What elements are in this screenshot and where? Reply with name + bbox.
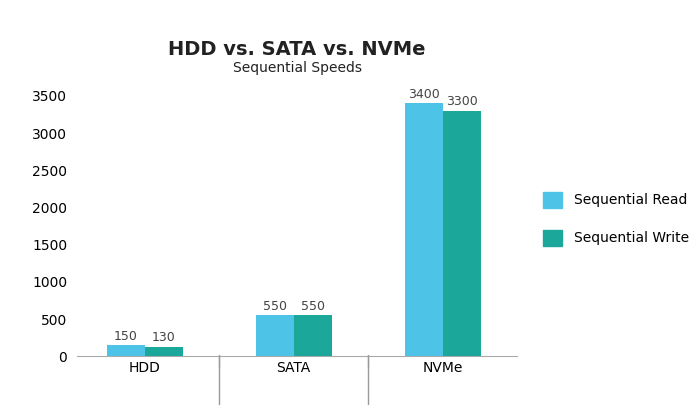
- Text: Sequential Speeds: Sequential Speeds: [233, 62, 361, 75]
- Bar: [145, 347, 182, 356]
- Text: 3400: 3400: [408, 88, 440, 101]
- Text: 130: 130: [152, 331, 175, 344]
- Bar: [405, 103, 442, 356]
- Text: 550: 550: [263, 300, 287, 313]
- Bar: [107, 345, 145, 356]
- Legend: Sequential Read, Sequential Write: Sequential Read, Sequential Write: [538, 186, 694, 252]
- Text: 550: 550: [301, 300, 324, 313]
- Bar: [442, 111, 481, 356]
- Bar: [294, 315, 331, 356]
- Text: 150: 150: [114, 330, 138, 343]
- Bar: [256, 315, 294, 356]
- Text: HDD vs. SATA vs. NVMe: HDD vs. SATA vs. NVMe: [168, 40, 426, 59]
- Text: 3300: 3300: [446, 95, 477, 108]
